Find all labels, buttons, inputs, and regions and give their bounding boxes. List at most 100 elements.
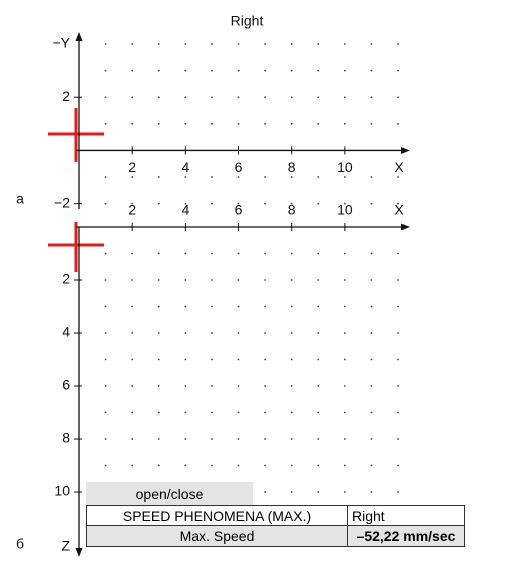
y-tick-label: 4 (62, 324, 70, 340)
grid-dot (343, 96, 346, 99)
grid-dot (264, 279, 266, 281)
grid-dot (264, 43, 266, 45)
grid-dot (157, 385, 160, 387)
grid-dot (157, 438, 160, 440)
grid-dot (237, 43, 240, 45)
grid-dot (290, 491, 293, 493)
grid-dot (397, 176, 399, 178)
grid-dot (370, 332, 373, 334)
x-tick-label: 2 (128, 202, 136, 218)
grid-dot (157, 305, 160, 308)
grid-dot (131, 43, 134, 45)
x-tick-label: 10 (337, 202, 353, 218)
grid-dot (290, 358, 293, 361)
grid-dot (264, 464, 266, 467)
grid-dot (184, 411, 187, 414)
grid-dot (317, 332, 320, 334)
grid-dot (370, 464, 373, 467)
table-side: Right (347, 505, 465, 526)
y-tick-label: 8 (62, 430, 70, 446)
grid-dot (157, 69, 160, 72)
grid-dot (104, 43, 107, 45)
grid-dot (290, 438, 293, 440)
grid-dot (397, 43, 399, 45)
grid-dot (104, 122, 107, 125)
grid-dot (370, 69, 373, 72)
grid-dot (131, 305, 134, 308)
grid-dot (290, 279, 293, 281)
grid-dot (343, 43, 346, 45)
grid-dot (157, 411, 160, 414)
grid-dot (370, 43, 373, 45)
grid-dot (370, 202, 373, 205)
grid-dot (264, 122, 266, 125)
grid-dot (370, 122, 373, 125)
grid-dot (317, 202, 320, 205)
grid-dot (290, 96, 293, 99)
y-axis-arrow (75, 548, 83, 557)
grid-dot (131, 385, 134, 387)
grid-dot (131, 411, 134, 414)
grid-dot (184, 176, 187, 178)
x-axis-label: X (394, 159, 404, 175)
grid-dot (397, 69, 399, 72)
grid-dot (237, 438, 240, 440)
x-tick-label: 10 (337, 159, 353, 175)
grid-dot (397, 252, 399, 255)
grid-dot (397, 464, 399, 467)
grid-dot (290, 252, 293, 255)
grid-dot (184, 464, 187, 467)
grid-dot (157, 96, 160, 99)
table-label: Max. Speed (86, 525, 348, 547)
grid-dot (237, 279, 240, 281)
annotation: б (16, 536, 24, 552)
grid-dot (184, 332, 187, 334)
grid-dot (131, 202, 134, 205)
grid-dot (237, 252, 240, 255)
grid-dot (290, 69, 293, 72)
grid-dot (211, 252, 213, 255)
grid-dot (290, 385, 293, 387)
grid-dot (343, 122, 346, 125)
grid-dot (317, 122, 320, 125)
grid-dot (317, 96, 320, 99)
grid-dot (343, 464, 346, 467)
chart-title: Right (231, 13, 264, 29)
x-tick-label: 4 (181, 202, 189, 218)
grid-dot (237, 176, 240, 178)
grid-dot (131, 279, 134, 281)
grid-dot (131, 96, 134, 99)
y-tick-label: 6 (62, 377, 70, 393)
annotation: a (16, 191, 24, 207)
grid-dot (264, 202, 266, 205)
grid-dot (290, 43, 293, 45)
table-value: –52,22 mm/sec (347, 525, 465, 547)
grid-dot (264, 358, 266, 361)
grid-dot (397, 411, 399, 414)
grid-dot (397, 438, 399, 440)
grid-dot (211, 464, 213, 467)
grid-dot (211, 176, 213, 178)
grid-dot (317, 464, 320, 467)
grid-dot (104, 305, 107, 308)
grid-dot (264, 96, 266, 99)
grid-dot (317, 176, 320, 178)
grid-dot (317, 252, 320, 255)
grid-dot (397, 358, 399, 361)
grid-dot (264, 438, 266, 440)
grid-dot (131, 438, 134, 440)
grid-dot (264, 305, 266, 308)
x-tick-label: 6 (235, 202, 243, 218)
grid-dot (343, 252, 346, 255)
grid-dot (211, 96, 213, 99)
grid-dot (157, 122, 160, 125)
grid-dot (104, 176, 107, 178)
y-axis-arrow (75, 32, 83, 41)
crosshair (48, 108, 104, 272)
grid-dot (157, 176, 160, 178)
grid-dot (370, 411, 373, 414)
grid-dot (184, 202, 187, 205)
grid-dot (104, 438, 107, 440)
